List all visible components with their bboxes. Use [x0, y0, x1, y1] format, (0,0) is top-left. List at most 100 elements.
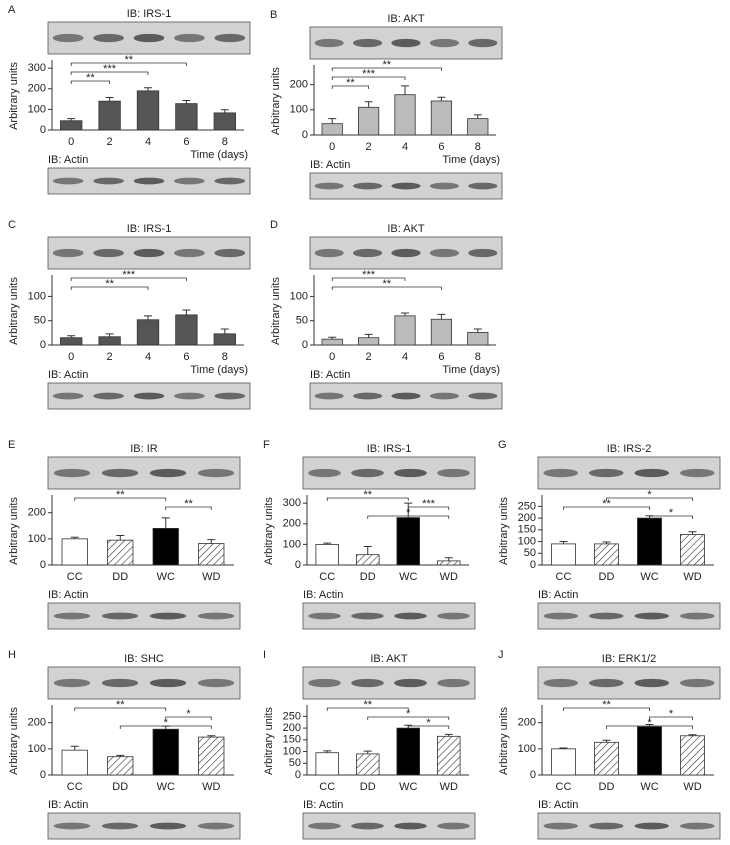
- x-tick-label: DD: [112, 781, 128, 793]
- blot-title: IB: IRS-2: [607, 443, 652, 455]
- x-tick-label: DD: [599, 571, 615, 583]
- blot-band: [53, 612, 91, 620]
- x-tick-label: DD: [112, 571, 128, 583]
- blot-band: [133, 177, 165, 185]
- error-bar: [602, 541, 611, 544]
- loading-label: IB: Actin: [303, 589, 343, 601]
- blot-band: [468, 248, 498, 258]
- blot-band: [543, 468, 579, 478]
- y-axis-label: Arbitrary units: [8, 277, 20, 345]
- blot-band: [468, 392, 498, 400]
- significance-label: **: [86, 72, 95, 84]
- error-bar: [207, 735, 216, 738]
- blot-band: [394, 822, 427, 830]
- x-tick-label: CC: [67, 781, 83, 793]
- blot-title: IB: SHC: [124, 653, 164, 665]
- x-tick-label: 8: [475, 351, 481, 363]
- bar: [315, 752, 339, 776]
- blot-band: [429, 392, 459, 400]
- blot-band: [314, 38, 344, 48]
- x-tick-label: 6: [438, 141, 444, 153]
- y-tick-label: 0: [295, 769, 301, 781]
- x-tick-label: DD: [360, 571, 376, 583]
- y-tick-label: 150: [283, 734, 301, 746]
- x-tick-label: WD: [202, 571, 220, 583]
- significance-bracket: [407, 506, 450, 510]
- y-tick-label: 100: [28, 533, 46, 545]
- panel-letter: H: [8, 649, 16, 661]
- y-tick-label: 100: [518, 743, 536, 755]
- y-tick-label: 50: [289, 757, 301, 769]
- blot-band: [679, 822, 715, 830]
- significance-bracket: [563, 707, 650, 711]
- y-tick-label: 0: [302, 129, 308, 141]
- x-tick-label: 2: [366, 351, 372, 363]
- bar: [637, 726, 662, 776]
- bar: [61, 749, 88, 776]
- x-tick-label: DD: [599, 781, 615, 793]
- loading-label: IB: Actin: [310, 369, 350, 381]
- bar: [356, 554, 380, 566]
- x-tick-label: 0: [329, 351, 335, 363]
- error-bar: [401, 312, 409, 316]
- y-tick-label: 50: [34, 315, 46, 327]
- loading-label: IB: Actin: [538, 589, 578, 601]
- blot-band: [543, 612, 579, 620]
- blot-band: [308, 822, 341, 830]
- error-bar: [559, 747, 568, 749]
- x-tick-label: WD: [683, 571, 701, 583]
- y-tick-label: 100: [283, 538, 301, 550]
- bar: [551, 748, 576, 776]
- blot-band: [679, 468, 715, 478]
- significance-bracket: [331, 67, 442, 71]
- blot-band: [93, 248, 124, 258]
- blot-band: [429, 182, 459, 190]
- blot-band: [149, 612, 187, 620]
- x-tick-label: 4: [145, 136, 151, 148]
- bar: [356, 753, 380, 776]
- significance-bracket: [606, 725, 693, 729]
- bar: [594, 543, 619, 566]
- x-tick-label: 0: [68, 351, 74, 363]
- x-tick-label: 8: [475, 141, 481, 153]
- significance-label: **: [105, 278, 114, 290]
- x-tick-label: WD: [440, 781, 458, 793]
- blot-band: [214, 248, 246, 258]
- significance-label: *: [186, 708, 191, 720]
- error-bar: [116, 534, 125, 541]
- blot-title: IB: IR: [130, 443, 158, 455]
- y-axis-label: Arbitrary units: [8, 62, 20, 130]
- significance-bracket: [331, 85, 369, 89]
- x-tick-label: WD: [440, 571, 458, 583]
- blot-title: IB: ERK1/2: [602, 653, 656, 665]
- error-bar: [437, 96, 446, 101]
- x-tick-label: 6: [183, 351, 189, 363]
- error-bar: [473, 328, 482, 333]
- error-bar: [559, 541, 568, 544]
- blot-band: [351, 822, 384, 830]
- error-bar: [70, 745, 79, 751]
- bar: [594, 741, 619, 776]
- bar: [467, 118, 489, 136]
- significance-bracket: [70, 62, 187, 66]
- bar: [198, 543, 225, 566]
- bar: [680, 534, 705, 566]
- y-tick-label: 100: [518, 535, 536, 547]
- x-tick-label: WC: [640, 571, 658, 583]
- significance-bracket: [74, 497, 167, 501]
- significance-bracket: [165, 506, 212, 510]
- y-tick-label: 0: [40, 124, 46, 136]
- bar: [394, 315, 416, 346]
- error-bar: [444, 557, 453, 561]
- x-tick-label: 2: [366, 141, 372, 153]
- x-tick-label: CC: [556, 571, 572, 583]
- y-tick-label: 100: [290, 290, 308, 302]
- bar: [430, 318, 452, 346]
- blot-band: [351, 612, 384, 620]
- panel-letter: F: [263, 439, 270, 451]
- significance-bracket: [331, 277, 406, 281]
- significance-label: **: [383, 59, 392, 71]
- blot-band: [214, 177, 246, 185]
- error-bar: [473, 114, 482, 119]
- blot-band: [53, 678, 91, 688]
